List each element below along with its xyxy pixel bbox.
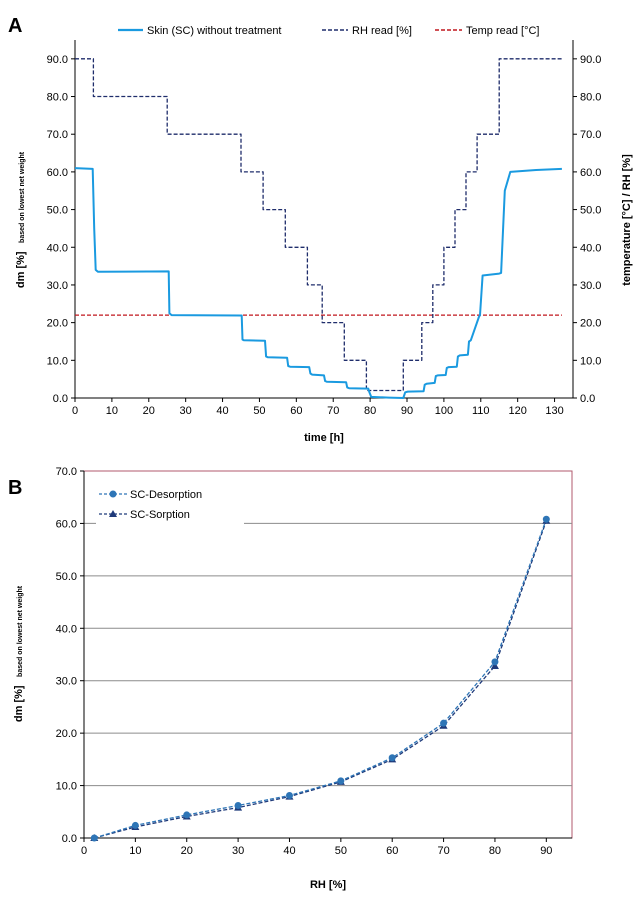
legend-desorption-label: SC-Desorption [130,489,202,501]
series-desorption-point [388,754,396,762]
panel-a-ticks: 0 10 20 30 40 50 60 70 80 90 100 110 120 130 0.0 10.0 20… [47,54,602,417]
panel-a-y-label-sub: based on lowest net weight [19,151,26,243]
panel-a-y-tick-label: 50.0 [47,205,68,217]
panel-a-x-tick-label: 110 [472,405,490,417]
panel-a-y-tick-label: 90.0 [47,54,68,66]
panel-a-x-tick-label: 90 [401,405,413,417]
series-rh-line [75,58,562,392]
panel-a-y2-tick-label: 40.0 [580,242,601,254]
panel-a-y2-tick-label: 10.0 [580,355,601,367]
panel-a-y2-tick-label: 0.0 [580,393,595,405]
panel-a-y2-tick-label: 50.0 [580,205,601,217]
panel-b-x-tick-label: 30 [232,845,244,857]
panel-a-y-tick-label: 30.0 [47,280,68,292]
panel-a-legend: Skin (SC) without treatment RH read [%] … [118,25,539,37]
panel-a-x-tick-label: 120 [508,405,526,417]
panel-a-y-tick-label: 60.0 [47,167,68,179]
panel-a-x-tick-label: 10 [106,405,118,417]
panel-a-y-tick-label: 40.0 [47,242,68,254]
panel-a-y2-label: temperature [°C] / RH [%] [621,154,633,286]
legend-rh-label: RH read [%] [352,25,412,37]
panel-b-x-tick-label: 80 [489,845,501,857]
legend-desorption-marker [109,490,117,498]
panel-b-legend-box [96,484,244,524]
panel-a-x-tick-label: 20 [143,405,155,417]
panel-a-y2-tick-label: 60.0 [580,167,601,179]
legend-temp-label: Temp read [°C] [466,25,539,37]
panel-a-y2-tick-label: 30.0 [580,280,601,292]
series-desorption-point [491,658,499,666]
panel-a-y-tick-label: 0.0 [53,393,68,405]
series-desorption-point [542,515,550,523]
panel-a-x-tick-label: 130 [545,405,563,417]
panel-b-x-tick-label: 0 [81,845,87,857]
panel-b-x-tick-label: 90 [540,845,552,857]
panel-a-x-tick-label: 100 [435,405,453,417]
panel-a-x-tick-label: 50 [253,405,265,417]
panel-a-x-tick-label: 60 [290,405,302,417]
series-desorption-line [94,518,547,839]
panel-b-y-tick-label: 0.0 [62,833,77,845]
panel-b-x-tick-label: 50 [335,845,347,857]
panel-b-series [90,515,551,842]
panel-b-x-tick-label: 10 [129,845,141,857]
panel-a-x-tick-label: 80 [364,405,376,417]
legend-skin-label: Skin (SC) without treatment [147,25,282,37]
series-desorption-point [285,792,293,800]
panel-b: B 0.0 10.0 20.0 30.0 40.0 50.0 60.0 70.0 0 10 20 30… [8,466,573,891]
legend-sorption-marker [109,510,117,517]
panel-a-y-label-main: dm [%] [15,251,27,288]
panel-b-y-label-main: dm [%] [13,685,25,722]
panel-a-y-label: dm [%] based on lowest net weight [11,151,28,288]
panel-b-x-tick-label: 40 [283,845,295,857]
panel-b-y-label-sub: based on lowest net weight [17,585,24,677]
panel-a-y-tick-label: 80.0 [47,92,68,104]
series-desorption-point [337,777,345,785]
panel-a-y-tick-label: 20.0 [47,318,68,330]
panel-a-x-tick-label: 30 [180,405,192,417]
panel-a-series [74,58,562,399]
panel-b-y-tick-label: 30.0 [56,676,77,688]
series-sorption-point [490,662,499,670]
panel-a-x-tick-label: 0 [72,405,78,417]
panel-a: A Skin (SC) without treatment RH read [%… [8,15,633,444]
panel-b-y-tick-label: 50.0 [56,571,77,583]
panel-a-y2-tick-label: 20.0 [580,318,601,330]
panel-a-letter: A [8,15,22,37]
panel-a-x-label: time [h] [304,432,344,444]
panel-a-x-tick-label: 70 [327,405,339,417]
panel-a-y-tick-label: 70.0 [47,129,68,141]
panel-b-gridlines [84,522,572,787]
panel-b-letter: B [8,477,22,499]
series-skin-line [74,167,562,399]
panel-b-x-tick-label: 70 [437,845,449,857]
panel-b-ticks: 0.0 10.0 20.0 30.0 40.0 50.0 60.0 70.0 0 10 20 30 40… [56,466,572,857]
series-desorption-point [183,811,191,819]
legend-sorption-label: SC-Sorption [130,509,190,521]
series-desorption-point [234,801,242,809]
panel-b-legend: SC-Desorption SC-Sorption [96,484,244,524]
panel-a-y-tick-label: 10.0 [47,355,68,367]
panel-b-x-tick-label: 60 [386,845,398,857]
panel-b-x-label: RH [%] [310,879,346,891]
panel-b-plot-frame [83,470,573,839]
panel-a-y2-tick-label: 70.0 [580,129,601,141]
panel-b-y-label: dm [%] based on lowest net weight [9,585,26,722]
series-desorption-point [440,719,448,727]
panel-b-y-tick-label: 10.0 [56,781,77,793]
panel-b-y-tick-label: 60.0 [56,518,77,530]
panel-b-x-tick-label: 20 [181,845,193,857]
series-desorption-point [90,834,98,842]
series-sorption-line [94,520,547,839]
panel-a-x-tick-label: 40 [216,405,228,417]
panel-b-y-tick-label: 70.0 [56,466,77,478]
panel-b-y-tick-label: 20.0 [56,728,77,740]
panel-a-y2-tick-label: 90.0 [580,54,601,66]
panel-a-y2-tick-label: 80.0 [580,92,601,104]
series-desorption-point [131,821,139,829]
panel-b-y-tick-label: 40.0 [56,623,77,635]
